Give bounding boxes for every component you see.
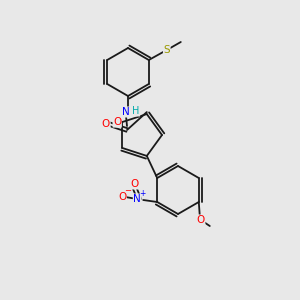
Text: O: O — [130, 179, 138, 189]
Text: O: O — [102, 119, 110, 129]
Text: +: + — [139, 190, 146, 199]
Text: O: O — [118, 192, 126, 202]
Text: H: H — [132, 106, 140, 116]
Text: O: O — [113, 117, 121, 127]
Text: N: N — [122, 107, 130, 117]
Text: N: N — [133, 194, 141, 204]
Text: −: − — [124, 187, 131, 196]
Text: O: O — [197, 215, 205, 225]
Text: S: S — [164, 45, 170, 55]
